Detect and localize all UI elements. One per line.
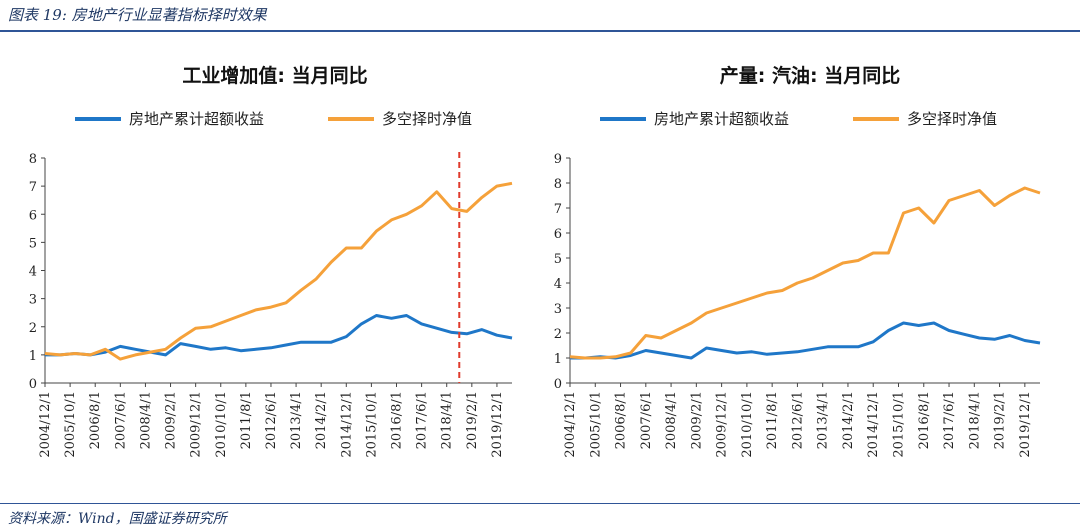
legend-item: 房地产累计超额收益 bbox=[75, 110, 264, 128]
source-note: 资料来源：Wind，国盛证券研究所 bbox=[8, 511, 227, 527]
x-tick-label: 2009/2/1 bbox=[689, 391, 704, 449]
y-tick-label: 3 bbox=[554, 302, 562, 317]
x-tick-label: 2016/8/1 bbox=[390, 391, 405, 449]
x-tick-label: 2006/8/1 bbox=[614, 391, 629, 449]
chart-title: 工业增加值: 当月同比 bbox=[182, 64, 367, 87]
x-tick-label: 2005/10/1 bbox=[588, 391, 603, 458]
x-tick-label: 2017/6/1 bbox=[942, 391, 957, 449]
legend-label: 多空择时净值 bbox=[907, 110, 997, 128]
series-line-orange bbox=[569, 186, 1041, 360]
figure-caption: 图表 19: 房地产行业显著指标择时效果 bbox=[8, 6, 267, 24]
y-tick-label: 1 bbox=[554, 352, 562, 367]
x-tick-label: 2005/10/1 bbox=[63, 391, 78, 458]
x-tick-label: 2008/4/1 bbox=[664, 391, 679, 449]
legend-item: 房地产累计超额收益 bbox=[600, 110, 789, 128]
legend-item: 多空择时净值 bbox=[853, 110, 997, 128]
x-tick-label: 2019/2/1 bbox=[465, 391, 480, 449]
legend-label: 多空择时净值 bbox=[382, 110, 472, 128]
x-tick-label: 2019/12/1 bbox=[490, 391, 505, 458]
x-tick-label: 2012/6/1 bbox=[790, 391, 805, 449]
y-tick-label: 3 bbox=[29, 293, 37, 308]
x-tick-label: 2007/6/1 bbox=[639, 391, 654, 449]
x-tick-label: 2004/12/1 bbox=[38, 391, 53, 458]
x-tick-label: 2015/10/1 bbox=[891, 391, 906, 458]
x-tick-label: 2015/10/1 bbox=[364, 391, 379, 458]
y-tick-label: 8 bbox=[554, 177, 562, 192]
x-tick-label: 2009/12/1 bbox=[189, 391, 204, 458]
header-divider bbox=[0, 30, 1080, 32]
x-tick-label: 2011/8/1 bbox=[239, 391, 254, 449]
x-tick-label: 2008/4/1 bbox=[138, 391, 153, 449]
y-tick-label: 7 bbox=[554, 202, 562, 217]
chart-title: 产量: 汽油: 当月同比 bbox=[720, 64, 900, 87]
x-tick-label: 2019/12/1 bbox=[1018, 391, 1033, 458]
y-tick-label: 4 bbox=[29, 265, 37, 280]
x-tick-label: 2013/4/1 bbox=[816, 391, 831, 449]
y-tick-label: 0 bbox=[29, 377, 37, 392]
x-tick-label: 2009/2/1 bbox=[164, 391, 179, 449]
x-tick-label: 2010/10/1 bbox=[214, 391, 229, 458]
legend-item: 多空择时净值 bbox=[328, 110, 472, 128]
x-tick-label: 2018/4/1 bbox=[967, 391, 982, 449]
x-tick-label: 2011/8/1 bbox=[765, 391, 780, 449]
x-tick-label: 2014/2/1 bbox=[841, 391, 856, 449]
x-tick-label: 2019/2/1 bbox=[993, 391, 1008, 449]
x-tick-label: 2017/6/1 bbox=[415, 391, 430, 449]
y-tick-label: 8 bbox=[29, 152, 37, 167]
x-tick-label: 2014/12/1 bbox=[339, 391, 354, 458]
y-tick-label: 5 bbox=[554, 252, 562, 267]
y-tick-label: 5 bbox=[29, 236, 37, 251]
y-tick-label: 4 bbox=[554, 277, 562, 292]
x-tick-label: 2010/10/1 bbox=[740, 391, 755, 458]
x-tick-label: 2009/12/1 bbox=[715, 391, 730, 458]
y-tick-label: 7 bbox=[29, 180, 37, 195]
x-tick-label: 2004/12/1 bbox=[563, 391, 578, 458]
x-tick-label: 2006/8/1 bbox=[88, 391, 103, 449]
x-tick-label: 2018/4/1 bbox=[440, 391, 455, 449]
y-tick-label: 2 bbox=[29, 321, 37, 336]
y-tick-label: 6 bbox=[29, 208, 37, 223]
y-tick-label: 2 bbox=[554, 327, 562, 342]
series-line-blue bbox=[570, 321, 1041, 360]
y-tick-label: 9 bbox=[554, 152, 562, 167]
x-tick-label: 2014/12/1 bbox=[866, 391, 881, 458]
y-tick-label: 1 bbox=[29, 349, 37, 364]
series-line-blue bbox=[45, 314, 513, 357]
y-tick-label: 0 bbox=[554, 377, 562, 392]
series-line-orange bbox=[44, 181, 513, 361]
legend-label: 房地产累计超额收益 bbox=[654, 110, 789, 128]
x-tick-label: 2016/8/1 bbox=[917, 391, 932, 449]
legend-label: 房地产累计超额收益 bbox=[129, 110, 264, 128]
x-tick-label: 2014/2/1 bbox=[314, 391, 329, 449]
y-tick-label: 6 bbox=[554, 227, 562, 242]
x-tick-label: 2007/6/1 bbox=[113, 391, 128, 449]
x-tick-label: 2013/4/1 bbox=[289, 391, 304, 449]
x-tick-label: 2012/6/1 bbox=[264, 391, 279, 449]
footer-divider bbox=[0, 503, 1080, 504]
